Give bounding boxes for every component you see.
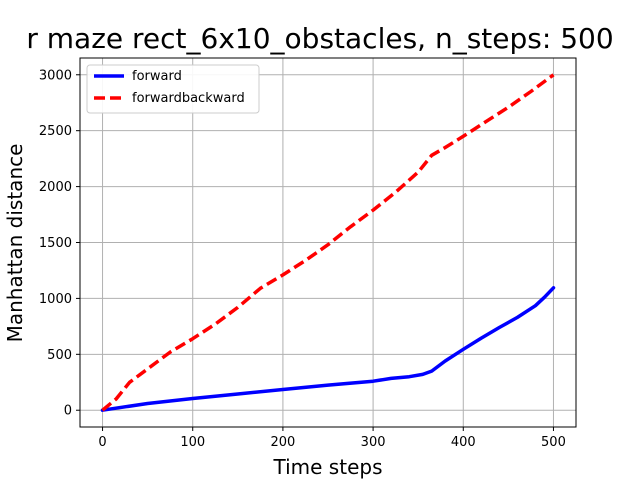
y-tick-label: 2000 xyxy=(39,180,72,195)
series-layer xyxy=(100,73,556,412)
y-tick-label: 0 xyxy=(64,404,72,419)
legend-box xyxy=(86,64,260,114)
x-tick-label: 400 xyxy=(451,435,476,450)
y-tick-label: 1500 xyxy=(39,236,72,251)
x-tick-label: 100 xyxy=(180,435,205,450)
y-tick-label: 2500 xyxy=(39,124,72,139)
x-axis-title: Time steps xyxy=(273,455,383,479)
series-line-forwardbackward xyxy=(101,73,555,412)
x-tick-label: 500 xyxy=(541,435,566,450)
legend: forward forwardbackward xyxy=(86,64,260,114)
legend-label-forwardbackward: forwardbackward xyxy=(132,91,245,106)
y-tick-label: 3000 xyxy=(39,68,72,83)
x-tick-label: 300 xyxy=(361,435,386,450)
x-tick-label: 200 xyxy=(270,435,295,450)
x-tick-label: 0 xyxy=(98,435,106,450)
y-tick-label: 500 xyxy=(47,348,72,363)
legend-label-forward: forward xyxy=(132,69,182,84)
series-line-forward xyxy=(100,286,556,412)
tick-layer: 0 100 200 300 400 500 0 500 1000 1500 2000 2500 3000 xyxy=(39,68,566,450)
y-axis-title: Manhattan distance xyxy=(3,144,27,343)
chart-title: r maze rect_6x10_obstacles, n_steps: 500 xyxy=(26,22,613,55)
y-tick-label: 1000 xyxy=(39,292,72,307)
